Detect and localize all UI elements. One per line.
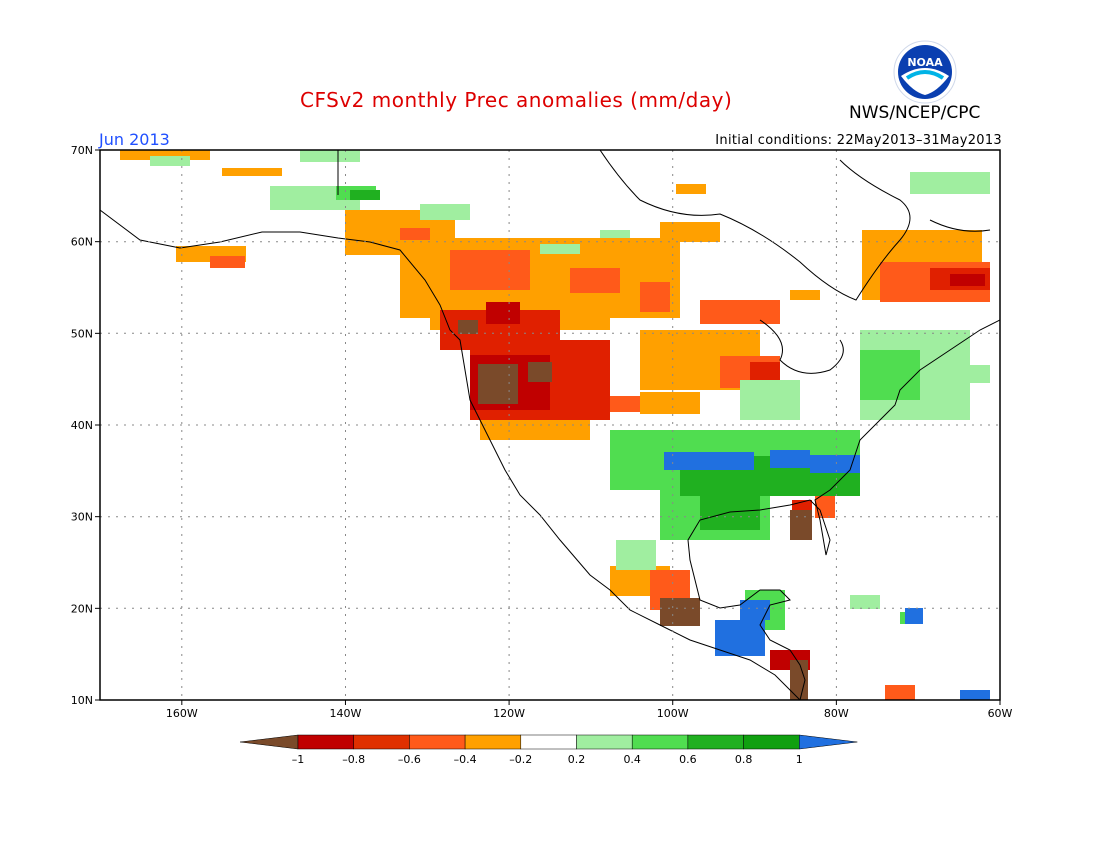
lat-tick-label: 70N <box>71 144 93 157</box>
lon-tick-label: 60W <box>988 707 1013 720</box>
lat-tick-label: 30N <box>71 511 93 524</box>
legend-arrow-high <box>799 734 858 750</box>
legend-swatch <box>687 734 744 750</box>
legend-tick-label: 1 <box>796 753 803 766</box>
lon-axis: 160W 140W 120W 100W 80W 60W <box>166 700 1013 720</box>
legend-swatch <box>297 734 354 750</box>
noaa-logo: NOAA <box>893 40 957 104</box>
anomaly-field <box>120 150 990 700</box>
logo-text: NOAA <box>907 56 943 69</box>
legend-tick-label: –0.8 <box>342 753 365 766</box>
legend-swatch <box>409 734 466 750</box>
lon-tick-label: 100W <box>657 707 689 720</box>
lat-axis: 10N 20N 30N 40N 50N 60N 70N <box>71 144 100 707</box>
legend-tick-label: –1 <box>292 753 305 766</box>
lat-tick-label: 60N <box>71 236 93 249</box>
legend-tick-label: –0.6 <box>398 753 421 766</box>
month-label: Jun 2013 <box>99 130 170 149</box>
initial-conditions: Initial conditions: 22May2013–31May2013 <box>715 133 1002 148</box>
coastlines <box>100 150 1000 700</box>
lat-tick-label: 20N <box>71 602 93 615</box>
legend-tick-label: 0.4 <box>623 753 641 766</box>
lat-tick-label: 40N <box>71 419 93 432</box>
legend-swatch <box>464 734 522 750</box>
graticule <box>100 150 1000 700</box>
agency-label: NWS/NCEP/CPC <box>849 103 981 123</box>
legend-swatch <box>576 734 633 750</box>
lon-tick-label: 160W <box>166 707 198 720</box>
lon-tick-label: 120W <box>493 707 525 720</box>
legend-tick-label: 0.2 <box>568 753 586 766</box>
legend-swatch <box>631 734 689 750</box>
legend-arrow-low <box>239 734 299 750</box>
lat-tick-label: 10N <box>71 694 93 707</box>
map-title: CFSv2 monthly Prec anomalies (mm/day) <box>300 88 733 112</box>
legend-tick-label: –0.2 <box>509 753 532 766</box>
lat-tick-label: 50N <box>71 327 93 340</box>
lon-tick-label: 140W <box>330 707 362 720</box>
legend-swatch <box>353 734 410 750</box>
legend-tick-label: –0.4 <box>454 753 477 766</box>
legend-swatch <box>743 734 800 750</box>
legend-swatch <box>520 734 577 750</box>
color-legend: –1 –0.8 –0.6 –0.4 –0.2 0.2 0.4 0.6 0.8 1 <box>239 734 858 766</box>
lon-tick-label: 80W <box>824 707 849 720</box>
legend-tick-label: 0.8 <box>735 753 753 766</box>
legend-tick-label: 0.6 <box>679 753 697 766</box>
